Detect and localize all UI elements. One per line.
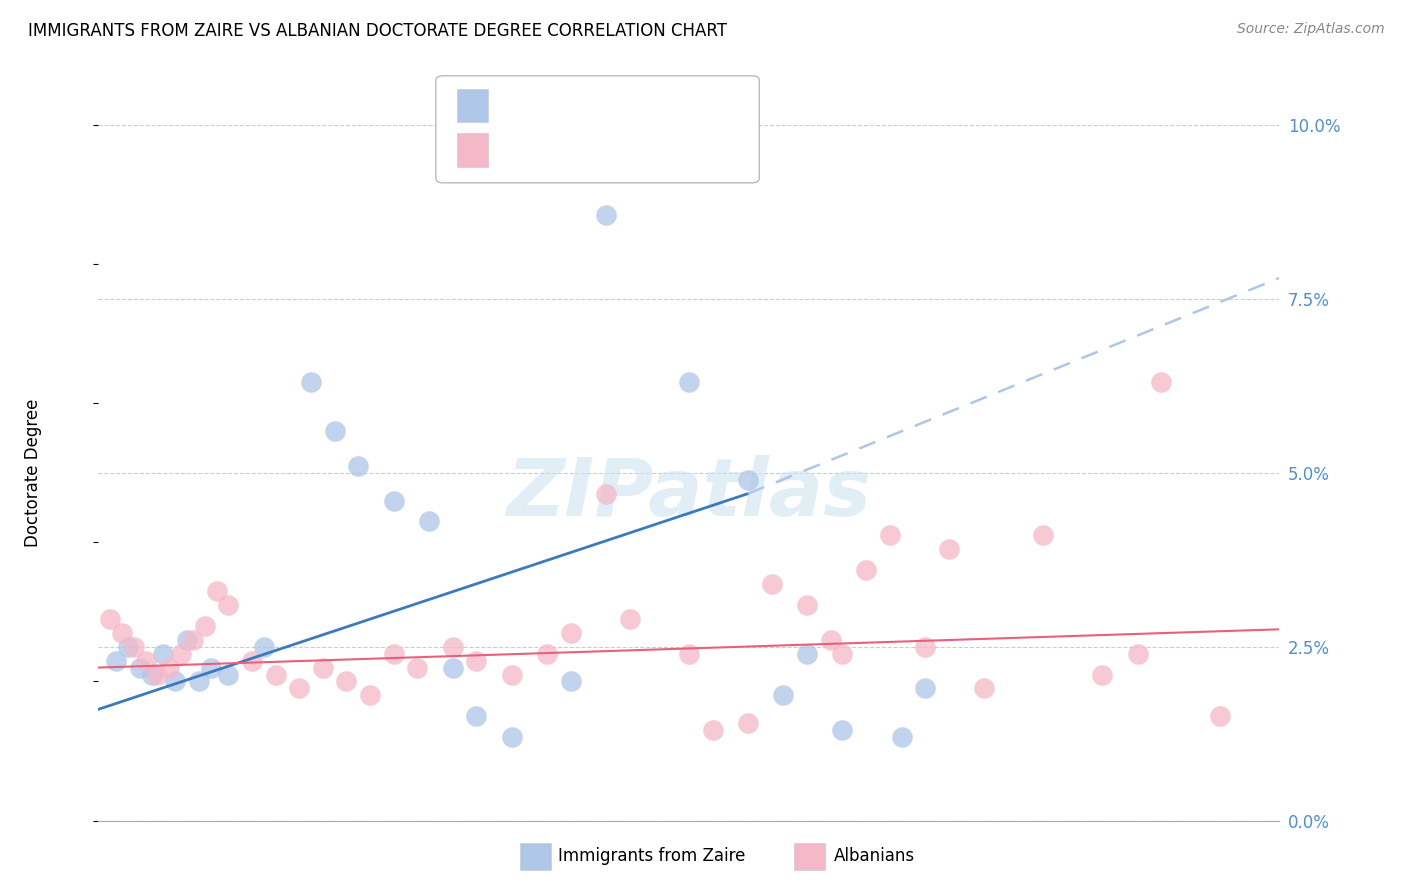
Point [135, 654, 157, 668]
Point [111, 625, 134, 640]
Text: Immigrants from Zaire: Immigrants from Zaire [558, 847, 745, 865]
Point [335, 674, 357, 689]
Text: 43: 43 [650, 141, 673, 159]
Point [205, 584, 228, 599]
Text: R =: R = [502, 96, 538, 114]
Point [796, 647, 818, 661]
Point [465, 709, 488, 723]
Point [678, 647, 700, 661]
Point [128, 660, 150, 674]
Point [441, 640, 464, 654]
Point [165, 674, 187, 689]
Point [772, 689, 794, 703]
Point [288, 681, 311, 696]
Point [737, 716, 759, 731]
Point [157, 660, 180, 674]
Point [176, 632, 198, 647]
Point [737, 473, 759, 487]
Point [98, 612, 121, 626]
Point [465, 654, 488, 668]
Point [879, 528, 901, 542]
Point [501, 730, 523, 744]
Point [1209, 709, 1232, 723]
Point [264, 667, 287, 681]
Point [170, 647, 193, 661]
Point [146, 667, 169, 681]
Text: 0.135: 0.135 [544, 141, 596, 159]
Point [1032, 528, 1054, 542]
Point [240, 654, 263, 668]
Text: IMMIGRANTS FROM ZAIRE VS ALBANIAN DOCTORATE DEGREE CORRELATION CHART: IMMIGRANTS FROM ZAIRE VS ALBANIAN DOCTOR… [28, 22, 727, 40]
Point [382, 493, 405, 508]
Point [678, 376, 700, 390]
Point [105, 654, 128, 668]
Point [914, 681, 936, 696]
Text: 0.379: 0.379 [544, 96, 598, 114]
Point [200, 660, 222, 674]
Text: ZIPatlas: ZIPatlas [506, 455, 872, 533]
Point [831, 723, 853, 738]
Point [1150, 376, 1173, 390]
Point [141, 667, 163, 681]
Point [702, 723, 724, 738]
Point [181, 632, 204, 647]
Text: Doctorate Degree: Doctorate Degree [24, 399, 42, 547]
Point [890, 730, 912, 744]
Point [1126, 647, 1149, 661]
Point [536, 647, 558, 661]
Point [619, 612, 641, 626]
Point [1091, 667, 1114, 681]
Text: N =: N = [607, 141, 644, 159]
Point [187, 674, 209, 689]
Point [217, 598, 239, 612]
Text: 28: 28 [650, 96, 672, 114]
Point [973, 681, 995, 696]
Point [359, 689, 381, 703]
Point [194, 619, 217, 633]
Point [312, 660, 335, 674]
Point [418, 515, 440, 529]
Text: Source: ZipAtlas.com: Source: ZipAtlas.com [1237, 22, 1385, 37]
Point [855, 563, 877, 577]
Point [122, 640, 145, 654]
Point [253, 640, 276, 654]
Point [441, 660, 464, 674]
Point [152, 647, 174, 661]
Point [796, 598, 818, 612]
Point [382, 647, 405, 661]
Point [595, 486, 617, 500]
Text: Albanians: Albanians [834, 847, 915, 865]
Point [761, 577, 783, 591]
Point [217, 667, 239, 681]
Point [938, 542, 960, 557]
Point [914, 640, 936, 654]
Point [831, 647, 853, 661]
Point [560, 674, 582, 689]
Point [323, 424, 346, 438]
Point [347, 458, 370, 473]
Point [299, 376, 322, 390]
Text: N =: N = [607, 96, 644, 114]
Point [560, 625, 582, 640]
Point [406, 660, 429, 674]
Point [820, 632, 842, 647]
Point [117, 640, 139, 654]
Text: R =: R = [502, 141, 538, 159]
Point [501, 667, 523, 681]
Point [595, 208, 617, 222]
